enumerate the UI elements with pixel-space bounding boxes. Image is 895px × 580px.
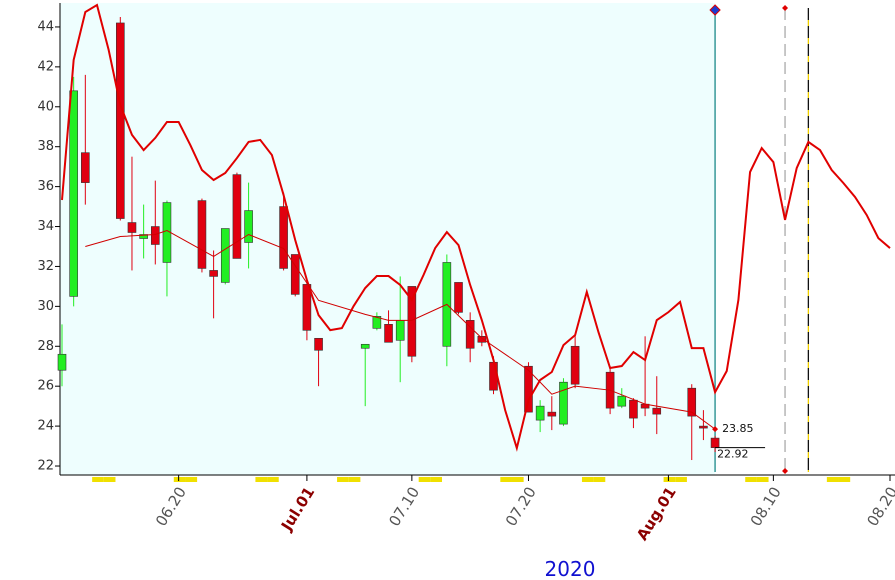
- candle-body: [547, 411, 557, 417]
- candle-body: [220, 228, 230, 283]
- candle-body: [302, 284, 312, 331]
- candle-body: [57, 353, 67, 371]
- weekend-marker: [663, 477, 676, 482]
- line-series: [61, 3, 891, 452]
- candle-body: [652, 407, 662, 415]
- x-tick-label: Aug.01: [633, 484, 680, 544]
- candle-body: [407, 286, 417, 357]
- marker-diamond: [709, 4, 721, 16]
- y-tick-label: 38: [37, 139, 54, 154]
- line-series: [85, 229, 716, 430]
- candle-body: [69, 90, 78, 297]
- candle-body: [535, 405, 545, 421]
- candle-body: [279, 206, 288, 269]
- y-tick-label: 36: [37, 179, 54, 194]
- x-tick-label: 07.10: [385, 484, 423, 530]
- x-tick-label: 08.10: [747, 484, 785, 530]
- weekend-marker: [675, 477, 687, 482]
- candle-body: [81, 152, 90, 183]
- weekend-marker: [92, 477, 104, 482]
- weekend-marker: [593, 477, 606, 482]
- candle-body: [559, 381, 568, 425]
- x-tick-label: 06.20: [152, 484, 190, 530]
- weekend-marker: [838, 477, 851, 482]
- weekend-marker: [173, 477, 186, 482]
- weekend-marker: [511, 477, 524, 482]
- y-tick-label: 26: [37, 379, 54, 394]
- year-label: 2020: [545, 557, 596, 580]
- weekend-marker: [756, 477, 769, 482]
- candle-body: [360, 343, 370, 349]
- weekend-marker: [745, 477, 757, 482]
- last-value-diamond: [712, 426, 719, 433]
- candle-body: [710, 437, 720, 448]
- y-tick-label: 30: [37, 299, 54, 314]
- candle-body: [629, 399, 638, 419]
- candle-body: [116, 22, 125, 219]
- candle-body: [209, 270, 218, 277]
- candle-body: [524, 365, 533, 413]
- weekend-marker: [430, 477, 443, 482]
- y-tick-label: 42: [37, 59, 54, 74]
- last-close-label: 22.92: [717, 448, 749, 461]
- weekend-marker: [418, 477, 431, 482]
- weekend-marker: [255, 477, 268, 482]
- candle-body: [139, 234, 148, 239]
- candle-body: [372, 316, 382, 329]
- candle-body: [244, 210, 253, 243]
- y-tick-label: 34: [37, 219, 54, 234]
- weekend-marker: [337, 477, 349, 482]
- candle-body: [465, 320, 475, 349]
- candle-body: [570, 345, 580, 385]
- candle-body: [617, 395, 627, 407]
- weekend-marker: [185, 477, 198, 482]
- candle-body: [477, 335, 487, 343]
- y-tick-label: 32: [37, 259, 54, 274]
- candle-body: [197, 200, 207, 269]
- candle-body: [150, 226, 160, 245]
- candle-body: [395, 320, 405, 341]
- candle-body: [699, 425, 708, 429]
- y-tick-label: 24: [37, 419, 54, 434]
- weekend-marker: [581, 477, 594, 482]
- weekend-marker: [267, 477, 279, 482]
- weekend-marker: [500, 477, 512, 482]
- y-tick-label: 28: [37, 339, 54, 354]
- candle-body: [687, 387, 697, 417]
- y-tick-label: 40: [37, 99, 54, 114]
- candle-body: [384, 324, 393, 343]
- weekend-marker: [103, 477, 116, 482]
- marker-diamond: [782, 468, 789, 474]
- x-tick-label: 07.20: [502, 484, 540, 530]
- candle-body: [232, 174, 242, 259]
- marker-diamond: [782, 5, 789, 11]
- weekend-marker: [348, 477, 361, 482]
- candle-body: [454, 282, 463, 313]
- y-tick-label: 22: [37, 459, 54, 474]
- y-tick-label: 44: [37, 19, 54, 34]
- candle-body: [290, 254, 300, 295]
- x-tick-label: 08.20: [863, 484, 895, 530]
- weekend-marker: [826, 477, 839, 482]
- x-tick-label: Jul.01: [277, 484, 318, 535]
- candle-body: [314, 337, 323, 351]
- candle-body: [127, 222, 137, 233]
- last-value-label: 23.85: [722, 422, 754, 435]
